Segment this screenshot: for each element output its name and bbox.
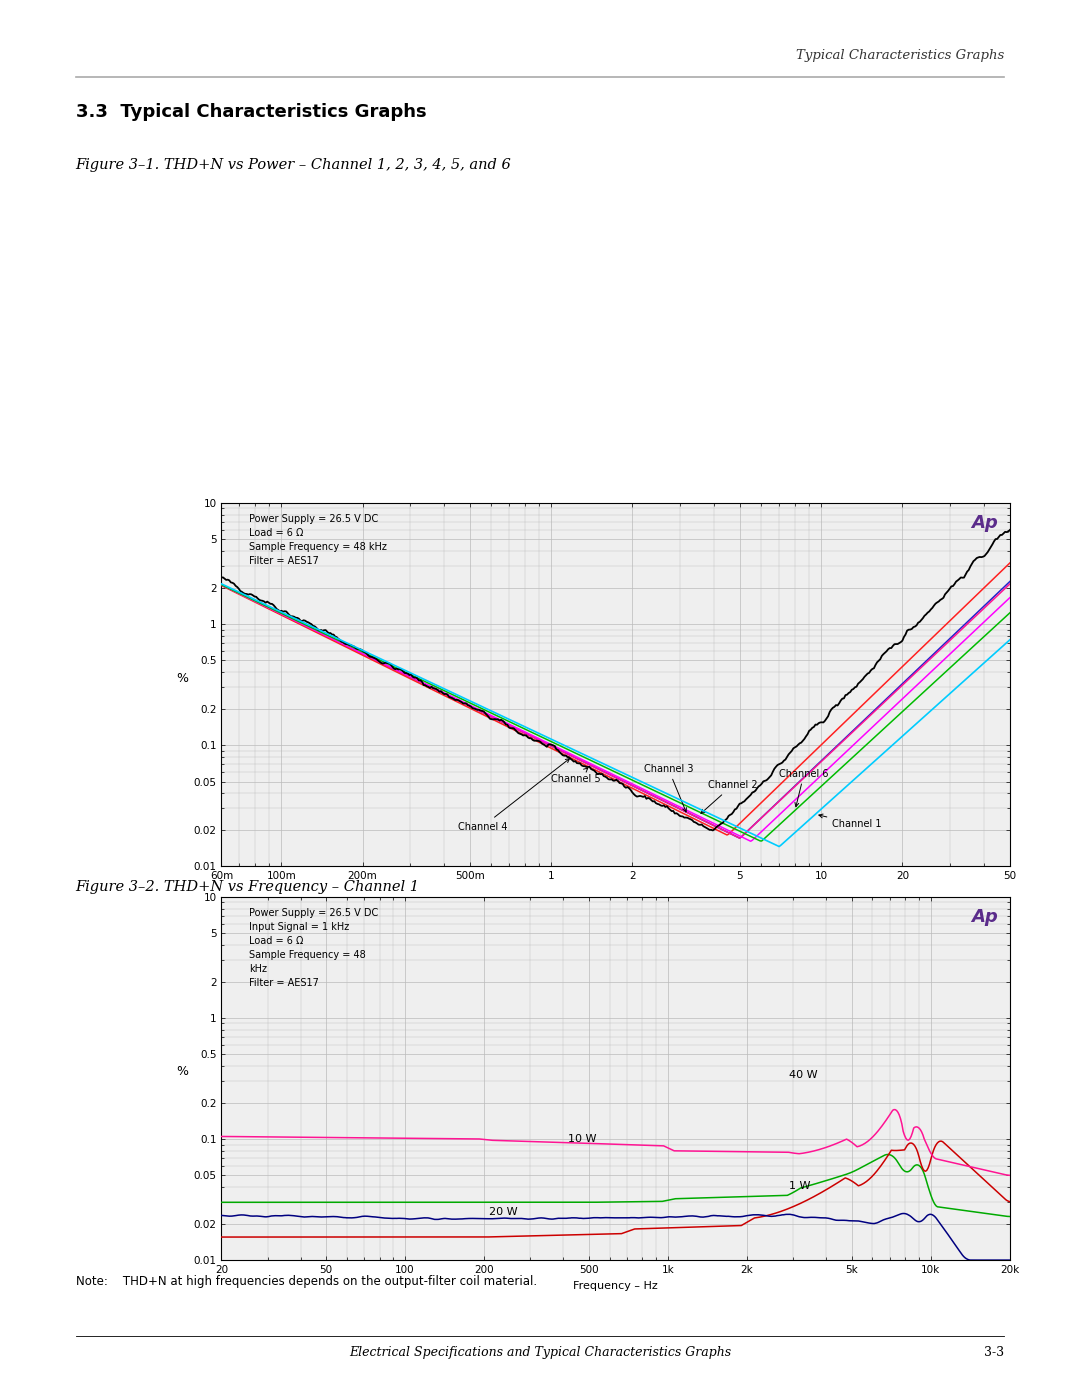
Text: Electrical Specifications and Typical Characteristics Graphs: Electrical Specifications and Typical Ch… bbox=[349, 1345, 731, 1359]
Text: Channel 1: Channel 1 bbox=[819, 814, 881, 830]
Text: Ap: Ap bbox=[971, 908, 998, 926]
Text: 20 W: 20 W bbox=[489, 1207, 518, 1217]
Y-axis label: %: % bbox=[176, 1066, 188, 1078]
Text: Channel 2: Channel 2 bbox=[701, 781, 757, 813]
Text: 1 W: 1 W bbox=[789, 1182, 811, 1192]
Text: Ap: Ap bbox=[971, 514, 998, 532]
Text: Power Supply = 26.5 V DC
Input Signal = 1 kHz
Load = 6 Ω
Sample Frequency = 48
k: Power Supply = 26.5 V DC Input Signal = … bbox=[249, 908, 378, 988]
Text: Note:    THD+N at high frequencies depends on the output-filter coil material.: Note: THD+N at high frequencies depends … bbox=[76, 1274, 537, 1288]
Text: Typical Characteristics Graphs: Typical Characteristics Graphs bbox=[796, 49, 1004, 63]
Y-axis label: %: % bbox=[176, 672, 188, 685]
Text: Figure 3–2. THD+N vs Frequency – Channel 1: Figure 3–2. THD+N vs Frequency – Channel… bbox=[76, 880, 420, 894]
Text: Channel 5: Channel 5 bbox=[551, 768, 600, 784]
Text: Channel 4: Channel 4 bbox=[458, 759, 569, 831]
X-axis label: Frequency – Hz: Frequency – Hz bbox=[573, 1281, 658, 1291]
Text: 3.3  Typical Characteristics Graphs: 3.3 Typical Characteristics Graphs bbox=[76, 103, 427, 120]
Text: Channel 3: Channel 3 bbox=[644, 764, 693, 812]
Text: Figure 3–1. THD+N vs Power – Channel 1, 2, 3, 4, 5, and 6: Figure 3–1. THD+N vs Power – Channel 1, … bbox=[76, 158, 511, 172]
Text: 10 W: 10 W bbox=[568, 1134, 597, 1144]
Text: 3-3: 3-3 bbox=[984, 1345, 1004, 1359]
Text: Power Supply = 26.5 V DC
Load = 6 Ω
Sample Frequency = 48 kHz
Filter = AES17: Power Supply = 26.5 V DC Load = 6 Ω Samp… bbox=[249, 514, 387, 566]
Text: Channel 6: Channel 6 bbox=[780, 768, 828, 806]
Text: 40 W: 40 W bbox=[789, 1070, 818, 1080]
